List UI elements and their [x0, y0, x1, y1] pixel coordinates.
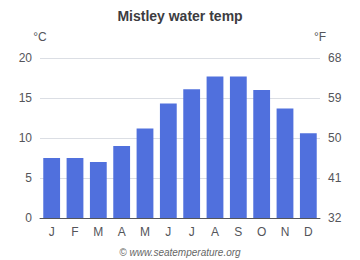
svg-text:°F: °F [314, 30, 326, 44]
svg-text:50: 50 [328, 131, 342, 145]
svg-text:D: D [304, 225, 313, 239]
svg-text:Mistley water temp: Mistley water temp [117, 8, 242, 24]
svg-text:© www.seatemperature.org: © www.seatemperature.org [119, 247, 241, 258]
svg-text:O: O [257, 225, 266, 239]
svg-text:M: M [140, 225, 150, 239]
svg-text:68: 68 [328, 51, 342, 65]
svg-text:J: J [165, 225, 171, 239]
svg-text:J: J [189, 225, 195, 239]
svg-text:S: S [234, 225, 242, 239]
svg-text:A: A [211, 225, 219, 239]
svg-text:41: 41 [328, 171, 342, 185]
svg-text:A: A [118, 225, 126, 239]
svg-text:°C: °C [33, 30, 47, 44]
svg-text:10: 10 [19, 131, 33, 145]
svg-text:J: J [49, 225, 55, 239]
svg-text:5: 5 [25, 171, 32, 185]
svg-text:32: 32 [328, 211, 342, 225]
svg-text:F: F [71, 225, 78, 239]
svg-text:20: 20 [19, 51, 33, 65]
svg-text:M: M [93, 225, 103, 239]
svg-text:0: 0 [25, 211, 32, 225]
svg-text:N: N [281, 225, 290, 239]
svg-text:59: 59 [328, 91, 342, 105]
svg-text:15: 15 [19, 91, 33, 105]
